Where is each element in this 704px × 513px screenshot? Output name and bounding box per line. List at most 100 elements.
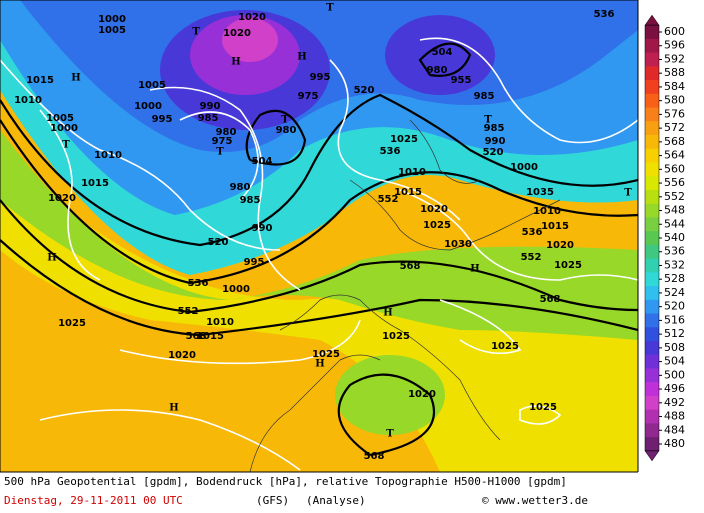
contour-label: 975 (212, 136, 233, 147)
pressure-center-label: H (470, 264, 479, 275)
pressure-center-label: T (386, 429, 394, 440)
contour-label: 520 (354, 85, 375, 96)
pressure-center-label: T (624, 188, 632, 199)
contour-label: 1030 (444, 239, 472, 250)
contour-label: 1025 (382, 331, 410, 342)
colorbar-label: 484 (664, 423, 685, 436)
contour-label: 1000 (222, 284, 250, 295)
colorbar-label: 588 (664, 66, 685, 79)
contour-label: 504 (252, 156, 273, 167)
colorbar-swatch (645, 135, 659, 150)
colorbar-swatch (645, 25, 659, 40)
colorbar-swatch (645, 203, 659, 218)
contour-label: 1025 (529, 402, 557, 413)
footer-line1: 500 hPa Geopotential [gpdm], Bodendruck … (4, 475, 567, 488)
colorbar-top-arrow (644, 14, 660, 26)
contour-label: 552 (521, 252, 542, 263)
contour-label: 1010 (206, 317, 234, 328)
contour-label: 985 (240, 195, 261, 206)
contour-label: 990 (485, 136, 506, 147)
colorbar-label: 480 (664, 437, 685, 450)
contour-label: 975 (298, 91, 319, 102)
contour-label: 980 (216, 127, 237, 138)
pressure-contours (0, 37, 638, 471)
colorbar-label: 524 (664, 286, 685, 299)
colorbar-swatch (645, 148, 659, 163)
colorbar-swatch (645, 231, 659, 246)
colorbar-swatch (645, 437, 659, 452)
colorbar-label: 572 (664, 121, 685, 134)
colorbar-swatch (645, 423, 659, 438)
contour-label: 1000 (510, 162, 538, 173)
colorbar-swatch (645, 38, 659, 54)
contour-label: 990 (252, 223, 273, 234)
contour-label: 1005 (138, 80, 166, 91)
contour-label: 1025 (554, 260, 582, 271)
contour-label: 1015 (81, 178, 109, 189)
pressure-center-label: H (383, 308, 392, 319)
colorbar-label: 576 (664, 107, 685, 120)
colorbar-label: 584 (664, 80, 685, 93)
colorbar-label: 580 (664, 94, 685, 107)
contour-label: 1020 (168, 350, 196, 361)
colorbar-label: 536 (664, 245, 685, 258)
pressure-center-label: H (297, 52, 306, 63)
contour-label: 980 (276, 125, 297, 136)
contour-label: 1020 (238, 12, 266, 23)
colorbar-swatch (645, 299, 659, 315)
contour-label: 520 (208, 237, 229, 248)
colorbar-swatch (645, 93, 659, 109)
pressure-center-label: T (281, 115, 289, 126)
contour-label: 1010 (398, 167, 426, 178)
footer-bg (0, 472, 704, 513)
colorbar-swatch (645, 313, 659, 328)
colorbar-swatch (645, 341, 659, 356)
colorbar-swatch (645, 66, 659, 81)
contour-label: 568 (540, 294, 561, 305)
colorbar-label: 500 (664, 368, 685, 381)
contour-label: 980 (230, 182, 251, 193)
colorbar-swatch (645, 327, 659, 342)
footer-date: Dienstag, 29-11-2011 00 UTC (4, 494, 183, 507)
contour-label: 536 (594, 9, 615, 20)
pressure-center-label: H (315, 359, 324, 370)
colorbar-swatch (645, 189, 659, 205)
colorbar-label: 520 (664, 300, 685, 313)
contour-label: 1015 (394, 187, 422, 198)
coastlines (249, 119, 561, 472)
colorbar-label: 492 (664, 396, 685, 409)
contour-label: 1015 (26, 75, 54, 86)
colorbar-label: 600 (664, 25, 685, 38)
contour-label: 1000 (134, 101, 162, 112)
contour-label: 568 (186, 331, 207, 342)
contour-label: 1025 (312, 349, 340, 360)
colorbar-swatch (645, 121, 659, 136)
contour-label: 1020 (546, 240, 574, 251)
colorbar-swatch (645, 395, 659, 411)
footer-credit: © www.wetter3.de (482, 494, 588, 507)
colorbar-label: 544 (664, 217, 685, 230)
contour-label: 1020 (223, 28, 251, 39)
colorbar-label: 560 (664, 162, 685, 175)
contour-label: 1025 (491, 341, 519, 352)
contour-label: 985 (484, 123, 505, 134)
contour-label: 985 (474, 91, 495, 102)
contour-label: 568 (400, 261, 421, 272)
colorbar-bottom-arrow (644, 450, 660, 462)
colorbar-label: 540 (664, 231, 685, 244)
pressure-center-label: H (231, 57, 240, 68)
colorbar-label: 596 (664, 39, 685, 52)
contour-label: 995 (152, 114, 173, 125)
contour-label: 1025 (390, 134, 418, 145)
colorbar-label: 488 (664, 410, 685, 423)
contour-label: 520 (483, 147, 504, 158)
colorbar-swatch (645, 52, 659, 67)
colorbar-swatch (645, 286, 659, 301)
pressure-center-label: H (71, 73, 80, 84)
colorbar-label: 592 (664, 52, 685, 65)
colorbar-label: 528 (664, 272, 685, 285)
colorbar-swatch (645, 80, 659, 95)
contour-label: 1010 (14, 95, 42, 106)
colorbar-label: 496 (664, 382, 685, 395)
